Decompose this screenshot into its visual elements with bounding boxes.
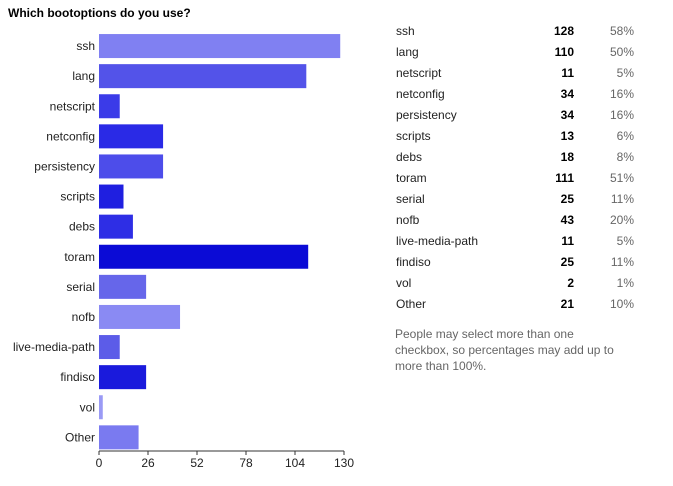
summary-row: nofb 43 20% [390,209,640,230]
category-label: scripts [60,190,95,204]
category-label: netconfig [46,129,95,143]
summary-option-name: scripts [396,128,431,143]
category-label: toram [64,250,95,264]
summary-row: netscript 11 5% [390,62,640,83]
summary-option-name: debs [396,149,423,164]
summary-option-percent: 16% [609,107,634,122]
x-tick-label: 0 [96,456,103,470]
bar-findiso [99,365,147,390]
summary-row: ssh 128 58% [390,20,640,41]
summary-row: debs 18 8% [390,146,640,167]
summary-row: serial 25 11% [390,188,640,209]
summary-option-percent: 10% [609,296,634,311]
x-tick-label: 78 [239,456,253,470]
summary-row: Other 21 10% [390,293,640,314]
category-label: debs [69,220,95,234]
summary-option-percent: 16% [609,86,634,101]
bar-other [99,425,139,450]
summary-option-count: 110 [554,44,574,59]
chart-title: Which bootoptions do you use? [8,6,191,20]
bar-nofb [99,304,181,329]
category-labels: ssh lang netscript netconfig persistency scri… [13,39,96,444]
x-tick-label: 52 [190,456,204,470]
x-tick-label: 26 [141,456,155,470]
summary-option-count: 25 [560,191,574,206]
summary-option-name: netscript [396,65,442,80]
summary-option-percent: 11% [610,254,634,269]
summary-option-name: vol [396,275,412,290]
footnote: People may select more than one checkbox… [395,327,614,373]
summary-option-count: 11 [561,65,574,80]
x-tick-label: 104 [285,456,305,470]
x-tick-label: 130 [334,456,354,470]
summary-row: lang 110 50% [390,41,640,62]
bar-live-media-path [99,335,120,360]
category-label: lang [72,69,95,83]
summary-option-count: 18 [560,149,574,164]
bars-group [99,34,341,450]
summary-option-percent: 11% [610,191,634,206]
summary-option-name: ssh [396,23,415,38]
summary-option-percent: 1% [616,275,634,290]
summary-option-name: persistency [396,107,457,122]
summary-option-count: 21 [560,296,574,311]
summary-option-count: 34 [560,86,574,101]
summary-option-name: serial [396,191,425,206]
summary-option-count: 2 [567,275,574,290]
bar-netscript [99,94,120,119]
summary-option-count: 13 [560,128,574,143]
summary-option-percent: 6% [616,128,634,143]
summary-row: netconfig 34 16% [390,83,640,104]
bar-ssh [99,34,341,59]
summary-row: vol 2 1% [390,272,640,293]
bar-vol [99,395,103,420]
summary-option-count: 43 [560,212,574,227]
summary-option-percent: 50% [609,44,634,59]
summary-row: scripts 13 6% [390,125,640,146]
summary-option-percent: 51% [609,170,634,185]
category-label: serial [66,280,95,294]
bar-netconfig [99,124,164,149]
summary-row: toram 111 51% [390,167,640,188]
summary-option-count: 111 [555,170,574,185]
summary-option-percent: 5% [616,233,634,248]
summary-option-name: toram [396,170,427,185]
summary-option-name: live-media-path [396,233,479,248]
category-label: netscript [50,99,96,113]
summary-option-count: 128 [553,23,574,38]
summary-option-name: nofb [396,212,420,227]
summary-row: findiso 25 11% [390,251,640,272]
category-label: Other [65,430,95,444]
summary-option-count: 25 [560,254,574,269]
category-label: ssh [76,39,95,53]
category-label: findiso [60,370,95,384]
bar-debs [99,214,133,239]
summary-row: persistency 34 16% [390,104,640,125]
summary-row: live-media-path 11 5% [390,230,640,251]
summary-option-name: lang [396,44,419,59]
bar-scripts [99,184,124,209]
summary-option-name: netconfig [396,86,445,101]
category-label: vol [80,400,95,414]
summary-table: ssh 128 58% lang 110 50% netscript 11 5% netconfi… [390,20,640,314]
summary-option-percent: 20% [609,212,634,227]
bar-toram [99,244,309,269]
bar-lang [99,64,307,89]
bar-chart: ssh lang netscript netconfig persistency scri… [13,34,354,470]
category-label: nofb [72,310,96,324]
summary-option-percent: 58% [609,23,634,38]
summary-option-percent: 5% [616,65,634,80]
summary-option-name: Other [396,296,427,311]
summary-option-count: 34 [560,107,574,122]
category-label: persistency [34,159,95,173]
summary-option-name: findiso [396,254,431,269]
bar-persistency [99,154,164,179]
category-label: live-media-path [13,340,95,354]
summary-option-percent: 8% [616,149,634,164]
bar-serial [99,274,147,299]
x-axis: 0 26 52 78 104 130 [96,450,354,470]
summary-option-count: 11 [561,233,574,248]
